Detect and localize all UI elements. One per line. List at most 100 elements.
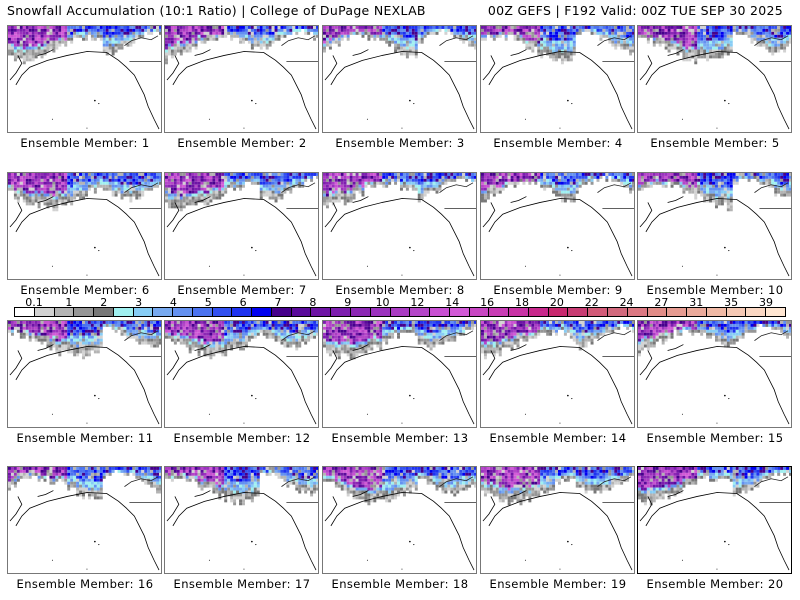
ensemble-member-label: Ensemble Member: 15 [646,431,784,445]
colorbar-swatch [94,308,114,316]
ensemble-member-label: Ensemble Member: 6 [20,283,150,297]
colorbar-swatch [607,308,628,316]
ensemble-map-panel[interactable] [7,466,162,574]
ensemble-map-panel[interactable] [322,25,477,133]
colorbar-tick-label: 5 [204,296,212,309]
colorbar-tick-labels: 0.1 1 2 3 4 5 6 7 8 9 10 12 14 16 18 20 22 24 27 31 35 39 [14,296,786,309]
ensemble-map-panel[interactable] [322,172,477,280]
snowfall-map [638,26,791,130]
ensemble-map-panel[interactable] [480,25,635,133]
snowfall-map [8,321,161,425]
colorbar-swatch [766,308,785,316]
ensemble-member-label: Ensemble Member: 10 [646,283,784,297]
colorbar-tick-label: 20 [549,296,564,309]
colorbar-swatch [271,308,292,316]
snowfall-map [8,26,161,130]
colorbar-swatch [311,308,332,316]
colorbar-swatch [113,308,134,316]
colorbar-tick-label: 0.1 [25,296,43,309]
colorbar-swatch [528,308,549,316]
colorbar-swatch [133,308,154,316]
colorbar-tick-label: 14 [445,296,460,309]
colorbar-tick-label: 9 [344,296,352,309]
snowfall-map [8,467,161,571]
snowfall-map [323,173,476,277]
ensemble-map-panel[interactable] [480,466,635,574]
colorbar-tick-label: 7 [274,296,282,309]
snowfall-map [165,26,318,130]
snowfall-map [323,321,476,425]
ensemble-map-panel[interactable] [7,320,162,428]
snowfall-map [165,173,318,277]
ensemble-map-panel[interactable] [7,172,162,280]
snowfall-map [638,173,791,277]
ensemble-member-label: Ensemble Member: 7 [177,283,307,297]
ensemble-member-label: Ensemble Member: 3 [335,136,465,150]
ensemble-member-label: Ensemble Member: 20 [646,577,784,591]
colorbar-swatch [509,308,529,316]
colorbar-swatch [173,308,193,316]
colorbar-swatch [252,308,272,316]
colorbar-swatch [74,308,95,316]
ensemble-map-panel[interactable] [7,25,162,133]
ensemble-member-label: Ensemble Member: 11 [16,431,154,445]
colorbar-swatch [370,308,391,316]
colorbar-swatch [34,308,55,316]
colorbar-swatch [212,308,233,316]
ensemble-member-label: Ensemble Member: 8 [335,283,465,297]
ensemble-member-label: Ensemble Member: 18 [331,577,469,591]
snowfall-map [165,467,318,571]
colorbar-swatch [351,308,371,316]
colorbar-swatch [291,308,312,316]
colorbar-tick-label: 31 [689,296,704,309]
colorbar-tick-label: 4 [169,296,177,309]
map-title: Snowfall Accumulation (10:1 Ratio) | Col… [7,3,426,18]
ensemble-map-panel[interactable] [164,25,319,133]
snowfall-map [481,26,634,130]
ensemble-member-label: Ensemble Member: 2 [177,136,307,150]
ensemble-map-panel[interactable] [637,320,792,428]
snowfall-colorbar [14,307,786,317]
colorbar-swatch [489,308,510,316]
ensemble-map-panel[interactable] [164,466,319,574]
colorbar-tick-label: 6 [239,296,247,309]
colorbar-tick-label: 8 [309,296,317,309]
run-valid-time: 00Z GEFS | F192 Valid: 00Z TUE SEP 30 20… [487,3,783,18]
ensemble-map-panel[interactable] [637,466,792,574]
snowfall-map [323,26,476,130]
colorbar-tick-label: 16 [480,296,495,309]
snowfall-map [481,321,634,425]
ensemble-map-panel[interactable] [164,172,319,280]
ensemble-member-label: Ensemble Member: 19 [489,577,627,591]
ensemble-member-label: Ensemble Member: 14 [489,431,627,445]
snowfall-map [638,467,791,571]
colorbar-swatch [706,308,727,316]
snowfall-map [638,321,791,425]
colorbar-swatch [726,308,747,316]
ensemble-map-panel[interactable] [480,320,635,428]
colorbar-tick-label: 35 [724,296,739,309]
ensemble-member-label: Ensemble Member: 17 [173,577,311,591]
snowfall-map [8,173,161,277]
colorbar-tick-label: 1 [65,296,73,309]
colorbar-swatch [469,308,490,316]
colorbar-swatch [588,308,608,316]
ensemble-member-label: Ensemble Member: 13 [331,431,469,445]
colorbar-swatch [410,308,431,316]
snowfall-map [323,467,476,571]
ensemble-map-panel[interactable] [637,172,792,280]
ensemble-member-label: Ensemble Member: 1 [20,136,150,150]
ensemble-map-panel[interactable] [480,172,635,280]
colorbar-tick-label: 12 [410,296,425,309]
colorbar-tick-label: 2 [100,296,108,309]
colorbar-swatch [568,308,589,316]
colorbar-swatch [548,308,569,316]
ensemble-map-panel[interactable] [322,466,477,574]
ensemble-map-panel[interactable] [637,25,792,133]
colorbar-swatch [15,308,35,316]
ensemble-map-panel[interactable] [164,320,319,428]
ensemble-map-panel[interactable] [322,320,477,428]
colorbar-swatch [647,308,668,316]
colorbar-swatch [54,308,75,316]
snowfall-map [481,173,634,277]
